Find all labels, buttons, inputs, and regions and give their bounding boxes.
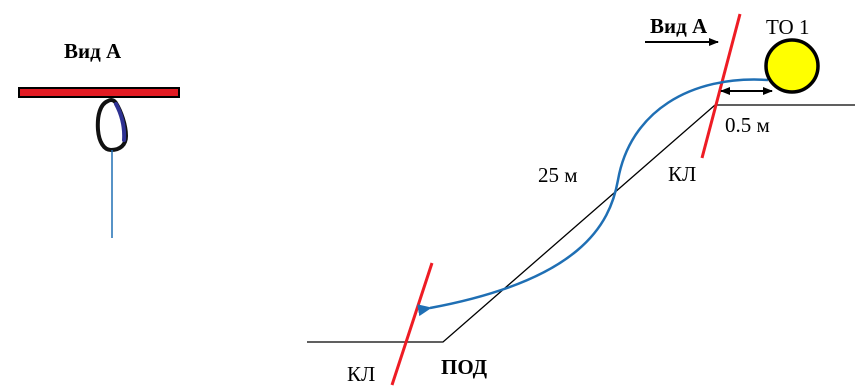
upper-edge-line [700,13,742,159]
lower-edge-line [390,262,434,386]
anchor-point-icon [764,38,820,94]
terrain-profile [307,104,855,343]
anchor-beam [18,87,180,98]
rope-length-label: 25 м [538,163,578,187]
carabiner-icon [95,97,128,152]
view-marker-label: Вид А [650,14,708,38]
lower-edge-label: КЛ [347,362,375,386]
upper-edge-label: КЛ [668,162,696,186]
bottom-label: ПОД [441,355,488,379]
anchor-label: ТО 1 [766,15,809,39]
view-detail-title: Вид А [64,39,122,63]
offset-label: 0.5 м [725,113,770,137]
rope-path [417,78,769,317]
